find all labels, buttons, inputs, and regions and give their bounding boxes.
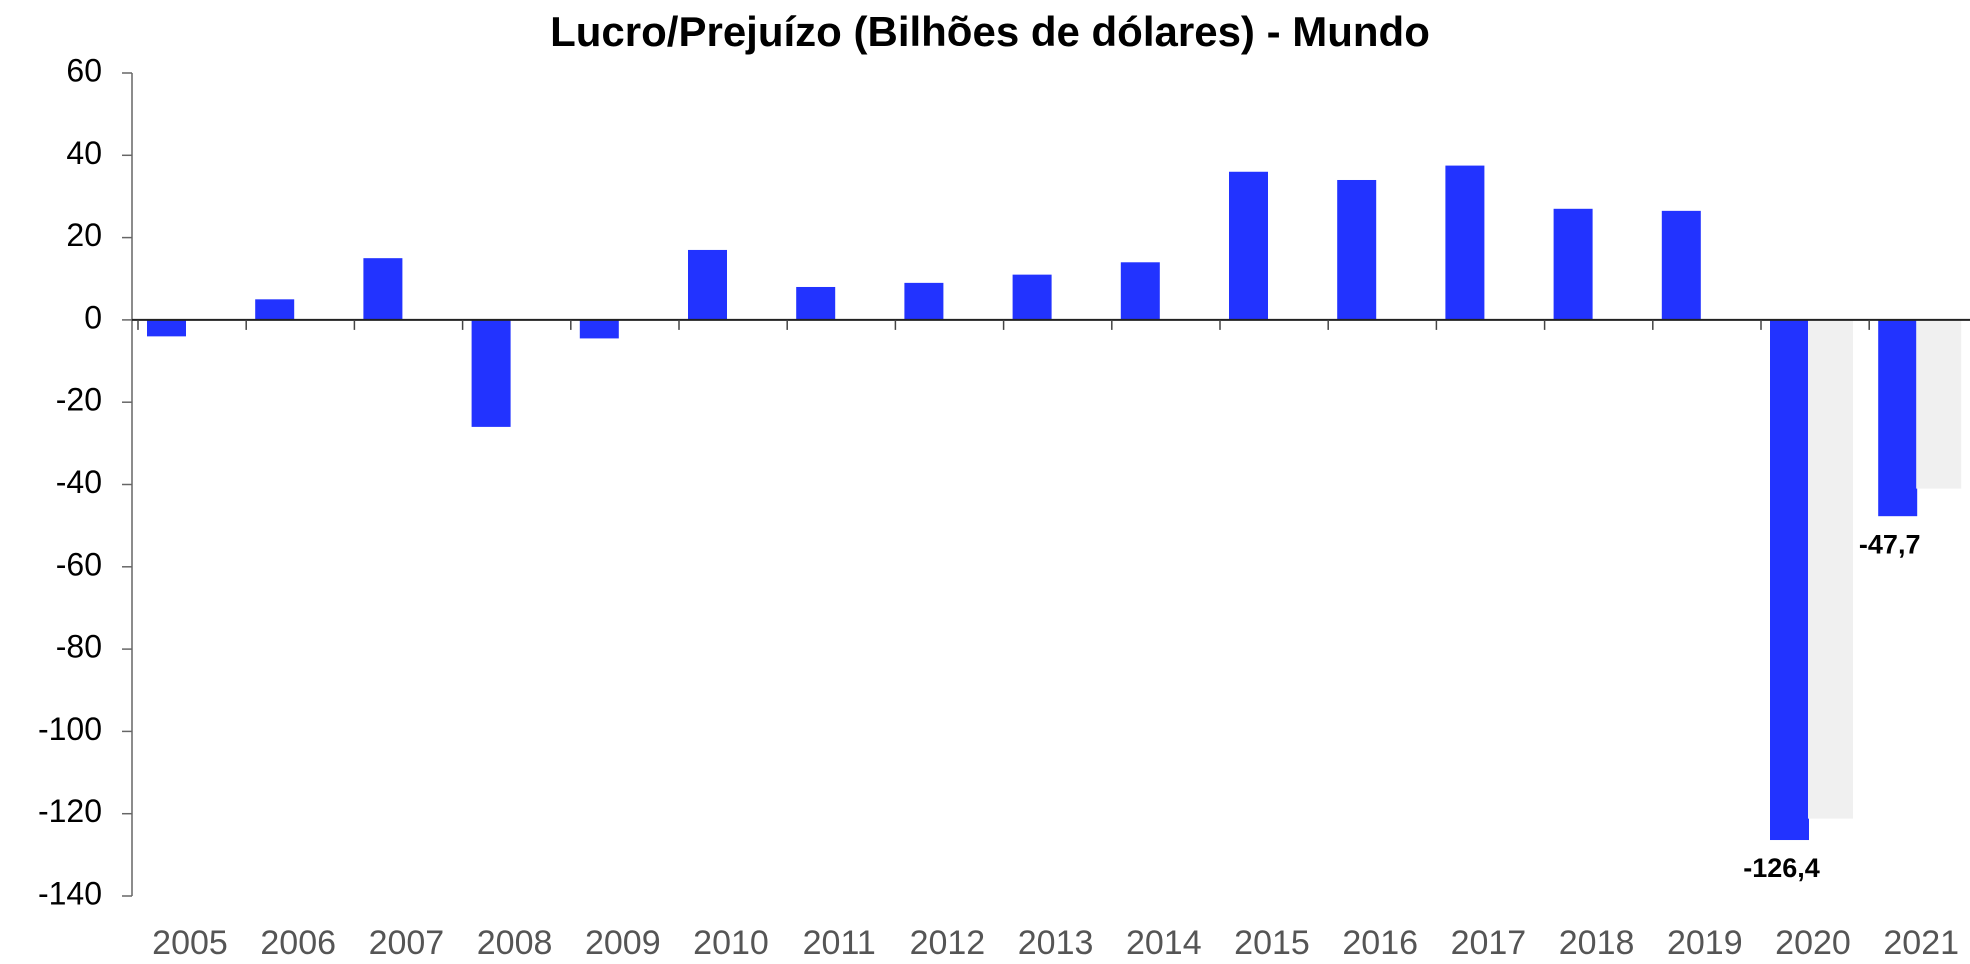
x-tick-label: 2014 (1126, 924, 1202, 962)
x-tick-label: 2012 (910, 924, 986, 962)
x-tick-label: 2011 (803, 924, 876, 962)
bar (1445, 165, 1485, 320)
chart-title: Lucro/Prejuízo (Bilhões de dólares) - Mu… (550, 8, 1430, 55)
x-tick-label: 2005 (152, 924, 228, 962)
x-tick-label: 2006 (260, 924, 336, 962)
bar (471, 319, 511, 427)
x-tick-label: 2019 (1667, 924, 1743, 962)
bar (1229, 171, 1268, 320)
y-tick-label: -140 (38, 875, 102, 911)
y-tick-label: 60 (66, 52, 102, 88)
x-tick-label: 2016 (1342, 924, 1418, 962)
bar (255, 299, 295, 320)
bar (1553, 208, 1593, 320)
y-tick-label: 20 (66, 217, 102, 253)
x-tick-label: 2021 (1883, 924, 1959, 962)
value-label: -47,7 (1859, 529, 1921, 559)
y-tick-label: -120 (38, 793, 102, 829)
y-tick-label: -60 (56, 546, 102, 582)
x-tick-label: 2018 (1559, 924, 1635, 962)
bar (1878, 319, 1918, 517)
x-tick-label: 2020 (1775, 924, 1851, 962)
bar (1120, 262, 1160, 320)
bar (1012, 274, 1052, 320)
bar (579, 319, 619, 339)
y-tick-label: -40 (56, 464, 102, 500)
bar (1337, 179, 1377, 320)
x-tick-label: 2009 (585, 924, 661, 962)
bar (1661, 210, 1701, 320)
bar (1770, 319, 1809, 841)
bar (796, 286, 836, 320)
x-tick-label: 2007 (369, 924, 445, 962)
y-tick-label: -20 (56, 382, 102, 418)
x-tick-label: 2010 (693, 924, 769, 962)
y-tick-label: -80 (56, 629, 102, 665)
x-tick-label: 2008 (477, 924, 553, 962)
x-tick-label: 2013 (1018, 924, 1094, 962)
y-tick-label: 0 (84, 299, 102, 335)
y-tick-label: 40 (66, 135, 102, 171)
bar (688, 249, 727, 320)
y-tick-label: -100 (38, 711, 102, 747)
bar (904, 282, 944, 320)
bar (363, 258, 403, 320)
x-tick-label: 2017 (1451, 924, 1527, 962)
value-label: -126,4 (1743, 853, 1820, 883)
bar (1808, 319, 1853, 819)
x-tick-label: 2015 (1234, 924, 1310, 962)
bar (1916, 319, 1962, 489)
bar (147, 319, 186, 337)
